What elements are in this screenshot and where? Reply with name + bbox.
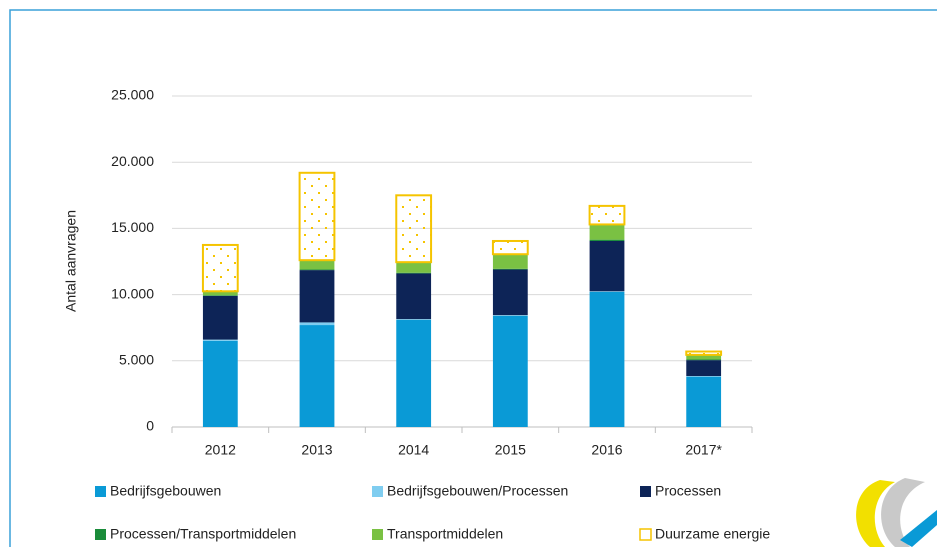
bar-segment [202,339,238,341]
bar-segment [492,315,528,427]
bar-segment [396,319,432,427]
bar-segment [686,360,722,377]
bar-segment [686,376,722,427]
legend-swatch [372,529,383,540]
bar-segment [395,194,433,264]
bar-segment [202,291,238,296]
x-tick-label: 2017* [685,442,722,458]
bar-segment [396,273,432,320]
legend-label: Processen [655,483,721,499]
bar-segment [202,340,238,427]
y-tick-label: 15.000 [111,219,154,235]
bar-segment [299,322,335,326]
legend-label: Bedrijfsgebouwen [110,483,221,499]
bar-segment [686,359,722,361]
bar-segment [589,291,625,292]
bar-segment [589,224,625,240]
y-axis-label: Antal aanvragen [63,210,79,312]
y-tick-label: 5.000 [119,352,154,368]
y-tick-label: 10.000 [111,285,154,301]
legend-swatch [639,528,652,541]
bar-segment [491,239,529,256]
x-tick-label: 2015 [495,442,526,458]
bar-segment [589,240,625,292]
legend-label: Bedrijfsgebouwen/Processen [387,483,568,499]
bar-segment [299,260,335,270]
bar-segment [299,270,335,323]
bar-segment [396,319,432,320]
legend-swatch [640,486,651,497]
bar-segment [589,239,625,241]
x-tick-label: 2014 [398,442,429,458]
legend-swatch [372,486,383,497]
bar-segment [396,272,432,274]
bar-segment [589,291,625,427]
x-tick-label: 2016 [591,442,622,458]
logo [856,478,937,547]
bar-segment [299,269,335,271]
y-tick-label: 20.000 [111,153,154,169]
bar-segment [492,254,528,269]
y-tick-label: 0 [146,418,154,434]
bar-segment [492,268,528,270]
bar-segment [588,204,626,226]
bar-segment [202,295,238,296]
y-tick-label: 25.000 [111,87,154,103]
legend-label: Transportmiddelen [387,526,503,542]
bar-segment [686,354,722,360]
bar-segment [202,295,238,340]
legend-label: Duurzame energie [655,526,770,542]
bar-segment [298,171,336,262]
bar-segment [492,315,528,316]
bar-segment [492,269,528,316]
legend-swatch [95,486,106,497]
bar-segment [299,325,335,427]
x-tick-label: 2012 [205,442,236,458]
bar-segment [201,243,239,293]
bar-segment [396,262,432,273]
x-tick-label: 2013 [301,442,332,458]
bar-segment [686,376,722,377]
legend-swatch [95,529,106,540]
bar-segment [685,350,723,356]
legend-label: Processen/Transportmiddelen [110,526,296,542]
frame [9,9,937,547]
